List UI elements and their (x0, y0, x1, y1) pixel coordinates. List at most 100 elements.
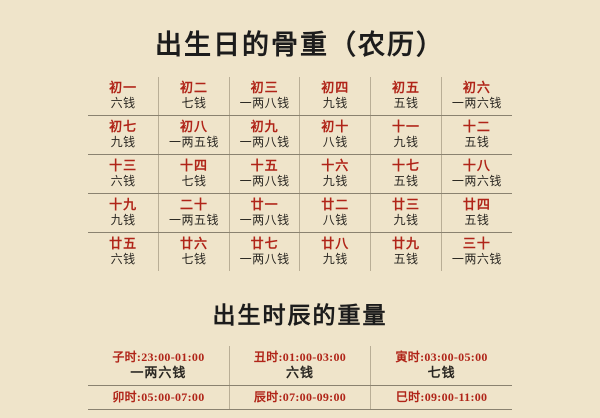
day-weight-cell[interactable]: 初六 一两六钱 (441, 77, 512, 117)
bone-weight-value: 五钱 (393, 174, 419, 189)
bone-weight-value: 五钱 (464, 135, 490, 150)
day-weight-cell[interactable]: 廿二 八钱 (299, 193, 372, 234)
day-weight-cell[interactable]: 廿三 九钱 (370, 193, 442, 234)
bone-weight-value: 六钱 (110, 252, 136, 267)
day-weight-cell[interactable]: 廿一 一两八钱 (229, 193, 301, 234)
day-weight-cell[interactable]: 初三 一两八钱 (229, 77, 301, 117)
bone-weight-value: 六钱 (110, 96, 136, 111)
table-row: 十三 六钱 十四 七钱 十五 一两八钱 十六 九钱 十七 五钱 十八 一两六钱 (88, 154, 512, 195)
cell-content: 丑时:01:00-03:00 六钱 (230, 346, 370, 385)
hour-weight-cell[interactable]: 寅时:03:00-05:00 七钱 (370, 346, 512, 387)
cell-content: 廿九 五钱 (371, 233, 441, 271)
hour-weight-cell[interactable]: 辰时:07:00-09:00 (229, 385, 372, 411)
day-weight-table-wrapper: 初一 六钱 初二 七钱 初三 一两八钱 初四 九钱 初五 五钱 初六 一两六钱 初七 九钱 初八 一两五钱 初九… (88, 77, 512, 272)
lunar-day-label: 十七 (391, 158, 420, 174)
table-row: 初一 六钱 初二 七钱 初三 一两八钱 初四 九钱 初五 五钱 初六 一两六钱 (88, 77, 512, 117)
day-weight-cell[interactable]: 三十 一两六钱 (441, 233, 512, 272)
day-weight-cell[interactable]: 初七 九钱 (88, 115, 160, 156)
bone-weight-value: 五钱 (393, 96, 419, 111)
day-weight-cell[interactable]: 十四 七钱 (158, 154, 230, 195)
bone-weight-value: 七钱 (181, 174, 207, 189)
day-weight-cell[interactable]: 廿九 五钱 (370, 232, 442, 272)
lunar-day-label: 初七 (109, 119, 138, 135)
day-weight-cell[interactable]: 廿七 一两八钱 (229, 232, 301, 272)
day-weight-cell[interactable]: 初四 九钱 (299, 77, 372, 117)
lunar-day-label: 初二 (179, 80, 208, 96)
cell-content: 廿七 一两八钱 (230, 233, 300, 271)
day-weight-cell[interactable]: 十五 一两八钱 (229, 154, 301, 195)
day-weight-cell[interactable]: 初一 六钱 (88, 77, 160, 117)
bone-weight-value: 一两五钱 (168, 135, 219, 150)
lunar-day-label: 十一 (391, 119, 420, 135)
bone-weight-value: 一两八钱 (239, 174, 290, 189)
day-weight-cell[interactable]: 十八 一两六钱 (441, 154, 512, 195)
lunar-day-label: 十二 (462, 119, 491, 135)
bone-weight-value: 一两八钱 (239, 96, 290, 111)
day-weight-cell[interactable]: 十一 九钱 (370, 115, 442, 156)
bone-weight-value: 一两八钱 (239, 135, 290, 150)
day-weight-cell[interactable]: 初十 八钱 (299, 115, 372, 156)
bone-weight-value: 六钱 (110, 174, 136, 189)
day-weight-table: 初一 六钱 初二 七钱 初三 一两八钱 初四 九钱 初五 五钱 初六 一两六钱 初七 九钱 初八 一两五钱 初九… (88, 77, 512, 272)
day-weight-cell[interactable]: 十七 五钱 (370, 154, 442, 195)
day-weight-cell[interactable]: 十二 五钱 (441, 115, 512, 156)
cell-content: 初八 一两五钱 (159, 116, 229, 154)
bone-weight-value: 一两八钱 (239, 213, 290, 228)
day-weight-table-body: 初一 六钱 初二 七钱 初三 一两八钱 初四 九钱 初五 五钱 初六 一两六钱 初七 九钱 初八 一两五钱 初九… (88, 77, 512, 272)
bone-weight-value: 五钱 (464, 213, 490, 228)
lunar-day-label: 十三 (109, 158, 138, 174)
infographic-page: 出生日的骨重（农历） 初一 六钱 初二 七钱 初三 一两八钱 初四 九钱 初五 五钱 初六 一两六钱初… (0, 18, 600, 418)
day-weight-cell[interactable]: 初二 七钱 (158, 77, 230, 117)
shichen-range-label: 卯时:05:00-07:00 (112, 390, 205, 405)
cell-content: 初二 七钱 (159, 77, 229, 115)
lunar-day-label: 十六 (321, 158, 350, 174)
day-weight-cell[interactable]: 十三 六钱 (88, 154, 160, 195)
cell-content: 二十 一两五钱 (159, 194, 229, 232)
hour-weight-cell[interactable]: 卯时:05:00-07:00 (88, 385, 230, 411)
cell-content: 初四 九钱 (300, 77, 370, 115)
day-weight-cell[interactable]: 十九 九钱 (88, 193, 160, 234)
shichen-range-label: 巳时:09:00-11:00 (395, 390, 488, 405)
lunar-day-label: 初八 (179, 119, 208, 135)
lunar-day-label: 初九 (250, 119, 279, 135)
table-row: 十九 九钱 二十 一两五钱 廿一 一两八钱 廿二 八钱 廿三 九钱 廿四 五钱 (88, 193, 512, 234)
cell-content: 廿八 九钱 (300, 233, 370, 271)
shichen-weight-value: 六钱 (285, 365, 314, 381)
day-weight-cell[interactable]: 廿八 九钱 (299, 232, 372, 272)
bone-weight-value: 九钱 (322, 96, 348, 111)
bone-weight-value: 八钱 (322, 213, 348, 228)
bone-weight-value: 一两六钱 (451, 252, 502, 267)
cell-content: 初五 五钱 (371, 77, 441, 115)
hour-weight-cell[interactable]: 巳时:09:00-11:00 (370, 385, 512, 411)
cell-content: 十九 九钱 (88, 194, 158, 232)
cell-content: 十二 五钱 (442, 116, 512, 154)
day-weight-cell[interactable]: 廿六 七钱 (158, 232, 230, 272)
cell-content: 子时:23:00-01:00 一两六钱 (88, 346, 229, 385)
cell-content: 辰时:07:00-09:00 (230, 386, 370, 409)
day-weight-cell[interactable]: 初九 一两八钱 (229, 115, 301, 156)
lunar-day-label: 廿六 (179, 236, 208, 252)
cell-content: 十三 六钱 (88, 155, 158, 193)
bone-weight-value: 七钱 (181, 252, 207, 267)
cell-content: 初九 一两八钱 (230, 116, 300, 154)
lunar-day-label: 廿三 (391, 197, 420, 213)
day-weight-cell[interactable]: 廿五 六钱 (88, 232, 160, 272)
day-weight-cell[interactable]: 廿四 五钱 (441, 193, 512, 234)
day-weight-cell[interactable]: 初五 五钱 (370, 77, 442, 117)
lunar-day-label: 初一 (109, 80, 138, 96)
hour-weight-cell[interactable]: 子时:23:00-01:00 一两六钱 (88, 346, 230, 387)
day-weight-cell[interactable]: 初八 一两五钱 (158, 115, 230, 156)
cell-content: 卯时:05:00-07:00 (88, 386, 229, 409)
day-weight-cell[interactable]: 二十 一两五钱 (158, 193, 230, 234)
lunar-day-label: 十九 (109, 197, 138, 213)
bone-weight-value: 五钱 (393, 252, 419, 267)
cell-content: 廿六 七钱 (159, 233, 229, 271)
day-weight-cell[interactable]: 十六 九钱 (299, 154, 372, 195)
bone-weight-value: 九钱 (393, 135, 419, 150)
shichen-range-label: 子时:23:00-01:00 (112, 350, 205, 365)
bone-weight-value: 七钱 (181, 96, 207, 111)
hour-weight-cell[interactable]: 丑时:01:00-03:00 六钱 (229, 346, 372, 387)
bone-weight-value: 一两六钱 (451, 174, 502, 189)
lunar-day-label: 廿九 (391, 236, 420, 252)
lunar-day-label: 十八 (462, 158, 491, 174)
